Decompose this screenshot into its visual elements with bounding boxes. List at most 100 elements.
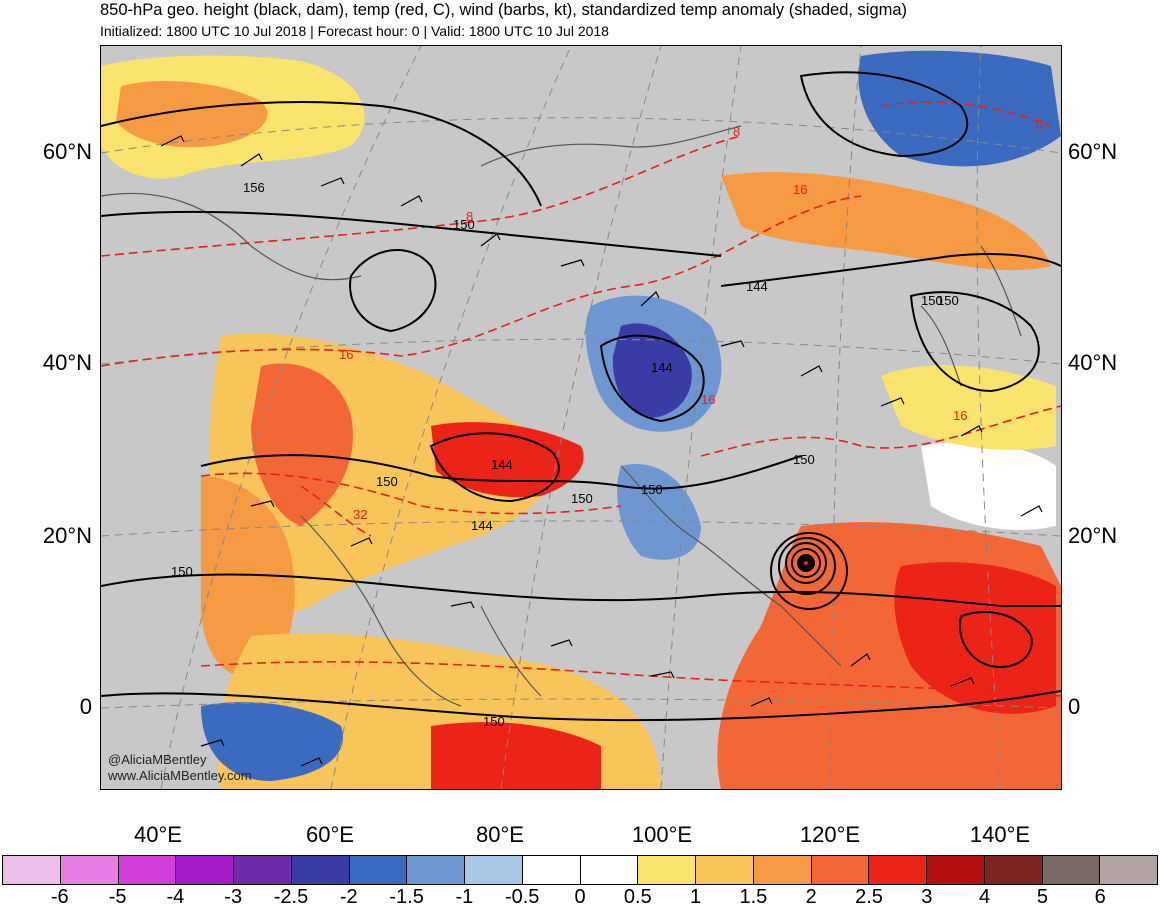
lon-label: 40°E [134,822,182,847]
temp-contour-0 [880,101,1052,127]
neutral-anomaly-pacific [921,442,1056,530]
lat-label-left: 0 [79,694,92,719]
height-label: 150 [483,714,505,729]
lat-label-right: 40°N [1068,350,1118,375]
graticule [101,46,1061,789]
colorbar-swatch [696,856,754,884]
colorbar-label: 3 [921,886,933,908]
colorbar-swatch [118,856,177,884]
temp-contour-16-south [700,405,1061,457]
height-contour-144-east [720,253,1061,287]
warm-anomaly-japan [881,365,1056,450]
height-contour-156 [101,101,542,207]
colorbar-swatch [580,856,639,884]
temp-label: 16 [793,182,807,197]
colorbar-swatch [638,856,696,884]
typhoon [770,532,848,610]
temp-contour-32 [300,485,372,537]
height-label: 150 [793,452,815,467]
colorbar-swatch [465,856,523,884]
lat-label-right: 0 [1068,694,1081,719]
colorbar-label: 6 [1094,886,1106,908]
colorbar-label: -2 [339,886,358,908]
height-contour-low-center [349,249,437,333]
temp-contour-ocean [200,661,1061,697]
height-contour-150-middle [200,454,802,490]
hot-anomaly-equatorial [431,722,601,789]
anomaly-map: 156 150 144 144 150 150 150 144 150 150 … [101,46,1061,789]
chart-title: 850-hPa geo. height (black, dam), temp (… [100,1,908,19]
temp-label: 8 [733,124,740,139]
colorbar-label: -1 [455,886,474,908]
temp-label: 0 [1036,117,1043,132]
height-label: 144 [651,360,673,375]
colorbar-swatch [1100,856,1157,884]
height-contour-150-japan [909,291,1040,393]
temperature-labels: 8 16 0 8 16 16 16 32 [339,117,1043,522]
colorbar-swatch [234,856,292,884]
height-label: 150 [171,564,193,579]
colorbar-label: 5 [1036,886,1048,908]
colorbar-label: 0 [574,886,586,908]
warm-anomaly-siberia-east [721,172,1051,271]
lon-label: 120°E [799,822,861,847]
cold-anomaly-china [617,464,701,560]
lat-label-left: 60°N [42,139,92,164]
colorbar-swatch [3,856,61,884]
temp-label: 16 [339,347,353,362]
height-contour-high-pacific [799,71,969,158]
colorbar-label: -1.5 [389,886,424,908]
height-label: 144 [491,457,513,472]
height-label: 144 [746,279,768,294]
watermark-site: www.AliciaMBentley.com [108,768,252,783]
hot-anomaly-iran [251,363,353,526]
colorbar-swatch [927,856,985,884]
temp-label: 8 [466,209,473,224]
lon-label: 100°E [631,822,693,847]
height-label: 150 [571,491,593,506]
colorbar-label: 1 [690,886,702,908]
warm-anomaly-arabia [201,476,295,678]
cold-anomaly-core [612,323,692,418]
colorbar-swatch [753,856,812,884]
lat-label-right: 20°N [1068,523,1118,548]
colorbar-label: -0.5 [504,886,540,908]
colorbar-swatch [811,856,870,884]
cold-anomaly-pacific [858,50,1061,167]
lon-label: 140°E [969,822,1031,847]
colorbar-label: -4 [166,886,185,908]
colorbar-label: 4 [979,886,991,908]
lat-label-left: 40°N [42,350,92,375]
height-contour-tibet [429,432,560,503]
lon-label: 60°E [306,822,354,847]
temp-contour-16-north [101,195,862,367]
colorbar [2,855,1158,885]
temp-contour-8 [101,135,742,257]
height-label: 150 [641,482,663,497]
map-panel: 156 150 144 144 150 150 150 144 150 150 … [100,45,1062,790]
height-contour-144-mongolia [599,334,705,423]
colorbar-label: 1.5 [739,886,768,908]
height-label: 150 [937,293,959,308]
temp-label: 16 [701,392,715,407]
anomaly-shading [101,50,1061,789]
height-label: 144 [471,518,493,533]
temperature-contours [101,101,1061,697]
lat-label-right: 60°N [1068,139,1118,164]
height-contour-west-pacific [959,611,1033,668]
height-contour-150-south [101,573,1061,607]
height-label: 150 [921,293,943,308]
hot-anomaly-tibet [431,422,584,498]
colorbar-label: 0.5 [623,886,652,908]
colorbar-label: -6 [50,886,69,908]
height-label: 156 [243,180,265,195]
temp-contour-24 [200,472,622,515]
temp-label: 32 [353,507,367,522]
colorbar-label: -3 [224,886,243,908]
height-contours [101,71,1061,722]
colorbar-swatch [349,856,408,884]
coastlines [101,125,1022,707]
colorbar-swatch [291,856,350,884]
colorbar-label: 2.5 [855,886,883,908]
colorbar-swatch [60,856,119,884]
